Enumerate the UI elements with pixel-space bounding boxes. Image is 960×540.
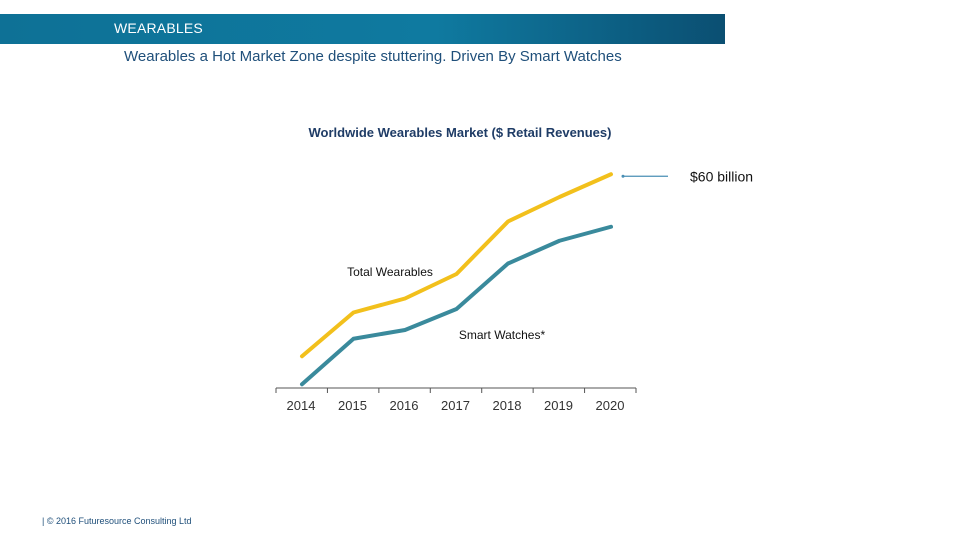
- section-title: WEARABLES: [114, 20, 203, 36]
- data-point: [558, 195, 561, 199]
- header-bar: WEARABLES: [0, 14, 725, 44]
- series-line-smart-watches: [300, 224, 613, 387]
- data-point: [403, 297, 407, 300]
- series-label-smart-watches: Smart Watches*: [459, 328, 546, 342]
- series-label-total-wearables: Total Wearables: [347, 265, 433, 279]
- data-point: [455, 272, 458, 276]
- x-tick-label: 2016: [390, 398, 419, 413]
- data-point: [300, 354, 304, 358]
- x-tick-label: 2017: [441, 398, 470, 413]
- chart-title: Worldwide Wearables Market ($ Retail Rev…: [308, 125, 612, 140]
- data-point: [403, 328, 407, 332]
- data-point: [352, 311, 355, 314]
- data-point: [352, 337, 355, 341]
- x-tick-label: 2019: [544, 398, 573, 413]
- x-tick-label: 2015: [338, 398, 367, 413]
- callout-label: $60 billion: [690, 168, 753, 184]
- data-point: [506, 262, 510, 265]
- footer-copyright: | © 2016 Futuresource Consulting Ltd: [42, 516, 192, 526]
- data-point: [609, 172, 613, 176]
- x-tick-label: 2018: [493, 398, 522, 413]
- data-point: [506, 220, 510, 223]
- x-tick-label: 2014: [287, 398, 316, 413]
- data-point: [609, 225, 613, 229]
- slide-subtitle: Wearables a Hot Market Zone despite stut…: [124, 48, 622, 65]
- data-point: [300, 382, 304, 386]
- data-point: [558, 239, 561, 243]
- data-point: [455, 307, 458, 311]
- x-tick-label: 2020: [596, 398, 625, 413]
